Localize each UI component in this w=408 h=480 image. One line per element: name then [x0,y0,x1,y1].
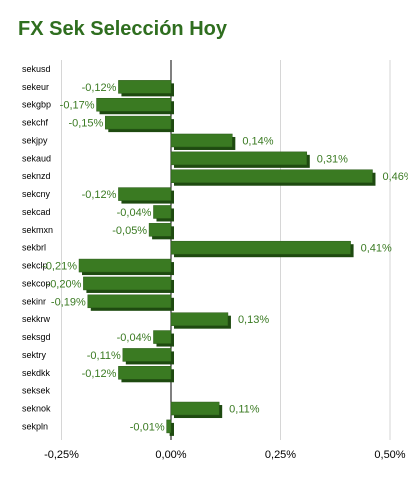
bar [78,258,172,273]
category-label: sekcny [22,189,51,199]
x-tick-label: 0,00% [155,449,186,461]
category-label: sekdkk [22,368,51,378]
bar [170,401,220,416]
category-label: sekmxn [22,225,53,235]
value-label: 0,14% [242,135,273,147]
value-label: -0,19% [51,296,86,308]
category-label: seknzd [22,171,51,181]
chart-title: FX Sek Selección Hoy [18,18,227,40]
value-label: -0,12% [82,82,117,94]
category-label: sektry [22,350,47,360]
bar [87,294,172,309]
bar [170,133,233,148]
value-label: 0,31% [317,153,348,165]
bar [170,169,373,183]
bar [170,240,351,255]
category-label: sekbrl [22,243,46,253]
bars [78,80,376,436]
value-label: -0,17% [60,100,95,112]
bar [166,419,172,434]
category-label: sekcop [22,278,51,288]
bar [105,115,172,130]
category-label: sekchf [22,118,49,128]
category-label: sekjpy [22,135,48,145]
category-label: sekkrw [22,314,51,324]
x-tick-label: -0,25% [44,449,79,461]
category-label: sekusd [22,64,51,74]
value-label: -0,01% [130,421,165,433]
bar [118,187,172,201]
category-label: seksgd [22,332,51,342]
value-label: 0,11% [229,404,260,416]
category-label: sekgbp [22,100,51,110]
category-label: sekeur [22,82,49,92]
x-tick-label: 0,50% [374,449,405,461]
value-label: -0,05% [112,225,147,237]
value-label: -0,04% [117,332,152,344]
bar [170,151,308,166]
value-label: 0,46% [382,171,408,183]
bar [83,276,172,291]
bar [170,312,229,326]
bar [122,348,172,362]
value-label: -0,21% [42,261,77,273]
value-label: -0,11% [87,350,121,362]
value-label: -0,15% [68,118,103,130]
category-label: sekpln [22,421,48,431]
bar [118,80,172,94]
bar-shadow [169,422,174,436]
bar [148,223,172,237]
value-label: -0,20% [47,278,82,290]
category-label: seknok [22,404,51,414]
value-label: 0,13% [238,314,269,326]
bar [118,366,172,380]
value-label: -0,04% [117,207,152,219]
category-label: sekcad [22,207,51,217]
value-labels: -0,12%-0,17%-0,15%0,14%0,31%0,46%-0,12%-… [42,82,408,434]
bar [96,97,172,112]
bar [153,330,172,344]
category-label: sekinr [22,296,46,306]
x-axis-ticks: -0,25% 0,00% 0,25% 0,50% [44,449,406,461]
value-label: -0,12% [82,368,117,380]
value-label: -0,12% [82,189,117,201]
category-labels: sekusd sekeur sekgbp sekchf sekjpy sekaud sekn… [22,64,53,431]
category-label: seksek [22,386,51,396]
category-label: sekclp [22,261,48,271]
bar [153,205,172,219]
x-tick-label: 0,25% [265,449,296,461]
category-label: sekaud [22,153,51,163]
value-label: 0,41% [361,243,392,255]
